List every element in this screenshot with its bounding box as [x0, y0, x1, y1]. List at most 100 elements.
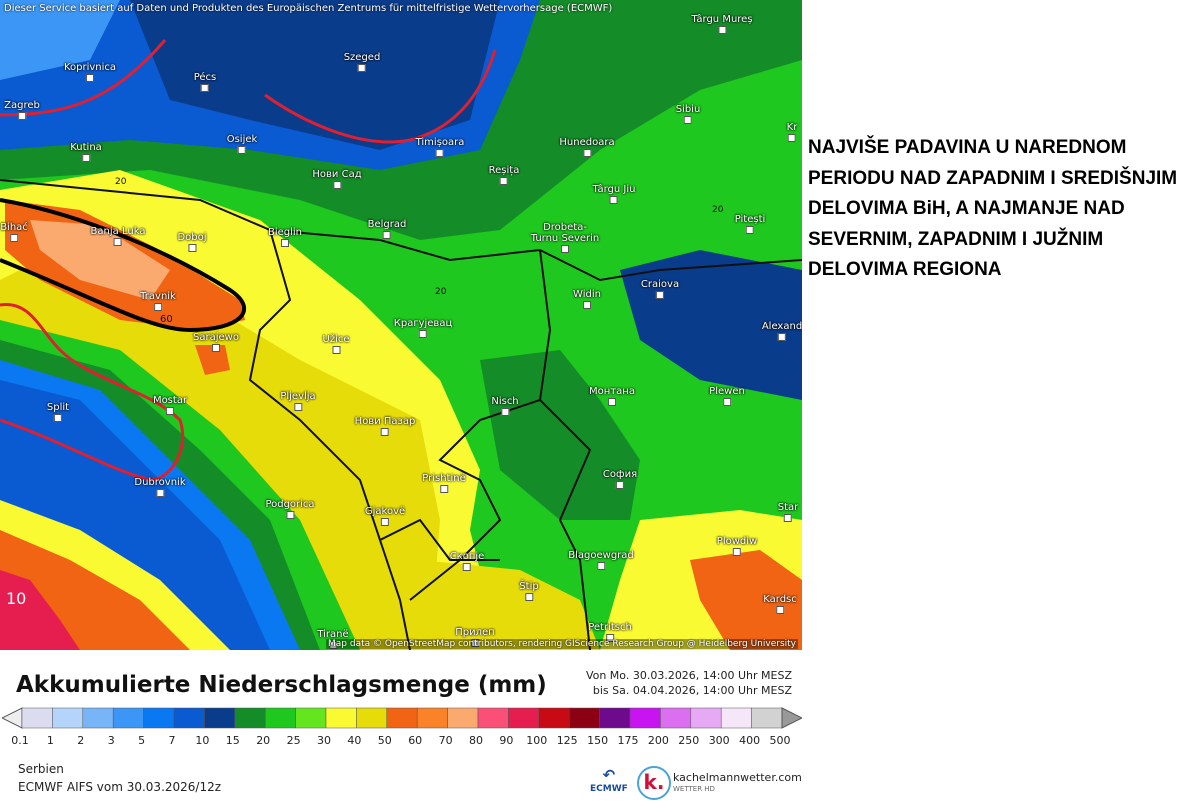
- contour-label: 10: [6, 589, 26, 608]
- city-label: Doboj: [177, 232, 206, 252]
- scale-tick: 1: [46, 734, 54, 747]
- scale-tick: 40: [347, 734, 362, 747]
- scale-swatch: [690, 707, 722, 729]
- scale-tick: 15: [225, 734, 240, 747]
- contour-label: 60: [160, 314, 173, 325]
- brand-subtitle: WETTER HD: [673, 785, 715, 793]
- city-label: Travnik: [140, 291, 176, 311]
- city-label: Gjakovë: [365, 506, 405, 526]
- city-label: Blagoewgrad: [568, 550, 634, 570]
- city-label: Szeged: [344, 52, 381, 72]
- forecast-annotation: NAJVIŠE PADAVINA U NAREDNOM PERIODU NAD …: [808, 137, 1178, 280]
- scale-swatch: [447, 707, 479, 729]
- contour-label: 20: [435, 287, 447, 297]
- city-label: Монтана: [589, 386, 635, 406]
- scale-swatch: [234, 707, 266, 729]
- scale-tick: 60: [408, 734, 423, 747]
- city-label: Крагујевац: [394, 318, 453, 338]
- city-label: Petritsch: [588, 622, 632, 642]
- scale-tick: 150: [587, 734, 609, 747]
- city-label: Plowdiw: [717, 536, 757, 556]
- scale-swatch: [660, 707, 692, 729]
- city-label: Widin: [573, 289, 601, 309]
- city-label: Belgrad: [368, 219, 407, 239]
- period-to: bis Sa. 04.04.2026, 14:00 Uhr MESZ: [592, 684, 792, 697]
- scale-swatch: [386, 707, 418, 729]
- city-label: Kardsc: [763, 594, 797, 614]
- city-label: Târgu Jiu: [593, 184, 636, 204]
- city-label: Скопје: [450, 551, 485, 571]
- scale-tick: 300: [708, 734, 730, 747]
- scale-swatch: [82, 707, 114, 729]
- model-run-label: ECMWF AIFS vom 30.03.2026/12z: [18, 780, 222, 794]
- scale-swatch: [568, 707, 600, 729]
- city-label: Prishtinë: [422, 473, 465, 493]
- brand-name[interactable]: kachelmannwetter.com: [673, 771, 802, 784]
- city-label: Bieglin: [268, 227, 302, 247]
- city-label: Banja Luka: [91, 226, 146, 246]
- precipitation-field: 20 20 20 60 10: [0, 0, 802, 650]
- city-label: Drobeta-Turnu Severin: [530, 222, 600, 253]
- scale-swatch: [204, 707, 236, 729]
- city-label: Tiranë: [317, 629, 348, 649]
- city-label: Pécs: [194, 72, 217, 92]
- scale-swatch: [21, 707, 53, 729]
- scale-tick: 175: [617, 734, 639, 747]
- city-label: Plewen: [709, 386, 745, 406]
- kachelmann-logo: k.: [637, 766, 671, 800]
- city-label: Alexand: [762, 321, 802, 341]
- precipitation-map[interactable]: 20 20 20 60 10 Dieser Service basiert au…: [0, 0, 802, 650]
- scale-tick: 3: [107, 734, 115, 747]
- ecmwf-disclaimer: Dieser Service basiert auf Daten und Pro…: [4, 3, 613, 14]
- region-label: Serbien: [18, 762, 64, 776]
- city-label: Timișoara: [416, 137, 465, 157]
- city-label: Dubrovnik: [134, 477, 185, 497]
- scale-tick: 500: [769, 734, 791, 747]
- scale-tick: 5: [138, 734, 146, 747]
- scale-swatch: [416, 707, 448, 729]
- ecmwf-logo: ↶ ECMWF: [590, 766, 628, 794]
- city-label: Osijek: [227, 134, 258, 154]
- scale-swatch: [599, 707, 631, 729]
- scale-tick: 400: [739, 734, 761, 747]
- scale-tick: 125: [556, 734, 578, 747]
- scale-tick: 10: [195, 734, 210, 747]
- city-label: Прилеп: [455, 627, 494, 647]
- scale-tick: 2: [77, 734, 85, 747]
- scale-swatch: [720, 707, 752, 729]
- scale-tick: 7: [168, 734, 176, 747]
- period-from: Von Mo. 30.03.2026, 14:00 Uhr MESZ: [585, 669, 792, 682]
- forecast-period: Von Mo. 30.03.2026, 14:00 Uhr MESZ bis S…: [586, 668, 792, 698]
- contour-label: 20: [115, 177, 127, 187]
- legend-title: Akkumulierte Niederschlagsmenge (mm): [16, 672, 547, 698]
- city-label: Pljevlja: [280, 391, 315, 411]
- contour-label: 20: [712, 205, 724, 215]
- city-label: Reșița: [489, 165, 520, 185]
- scale-swatch: [143, 707, 175, 729]
- city-label: Нови Пазар: [355, 416, 416, 436]
- scale-swatch: [629, 707, 661, 729]
- city-label: Nisch: [491, 396, 518, 416]
- city-label: Sibiu: [676, 104, 701, 124]
- city-label: Hunedoara: [559, 137, 614, 157]
- city-label: Bihać: [0, 222, 28, 242]
- city-label: Pitești: [735, 214, 766, 234]
- scale-tick: 30: [317, 734, 331, 747]
- city-label: Нови Сад: [312, 169, 361, 189]
- scale-swatch: [173, 707, 205, 729]
- city-label: Kutina: [70, 142, 102, 162]
- city-label: Craiova: [641, 279, 679, 299]
- city-label: Mostar: [153, 395, 187, 415]
- city-label: Štip: [519, 581, 538, 601]
- scale-swatch: [52, 707, 84, 729]
- scale-ticks: 0.1 1 2 3 5 7 10 15 20 25 30 40 50 60 70 80 90 100 125 150 1…: [11, 734, 790, 748]
- city-label: Kr: [787, 122, 798, 142]
- scale-tick: 50: [377, 734, 392, 747]
- scale-swatch: [112, 707, 144, 729]
- color-scale-bar: [2, 707, 802, 729]
- scale-tick: 80: [469, 734, 483, 747]
- scale-tick: 0.1: [11, 734, 29, 747]
- scale-swatch: [538, 707, 570, 729]
- scale-swatch: [264, 707, 296, 729]
- scale-tick: 25: [286, 734, 301, 747]
